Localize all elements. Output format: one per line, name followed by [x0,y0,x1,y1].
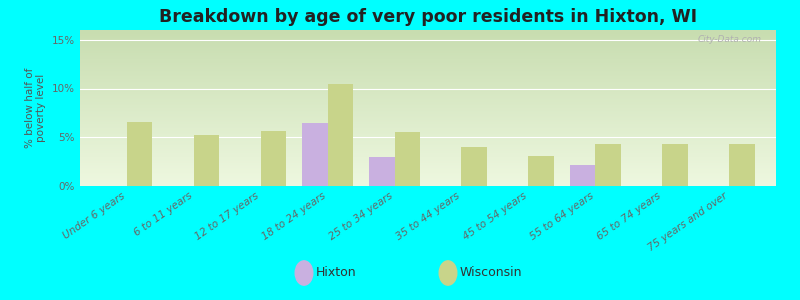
Ellipse shape [295,261,313,285]
Bar [729,144,754,186]
Text: Hixton: Hixton [316,266,357,280]
Bar [595,144,621,186]
Y-axis label: % below half of
poverty level: % below half of poverty level [25,68,46,148]
Bar [394,132,420,186]
Bar [369,157,394,186]
Bar [328,84,353,186]
Text: Wisconsin: Wisconsin [460,266,522,280]
Bar [302,123,328,186]
Bar [194,135,219,186]
Bar [127,122,152,186]
Bar [570,164,595,186]
Ellipse shape [439,261,457,285]
Bar [528,156,554,186]
Text: City-Data.com: City-Data.com [698,35,762,44]
Bar [662,144,688,186]
Title: Breakdown by age of very poor residents in Hixton, WI: Breakdown by age of very poor residents … [159,8,697,26]
Bar [261,131,286,186]
Bar [462,147,487,186]
